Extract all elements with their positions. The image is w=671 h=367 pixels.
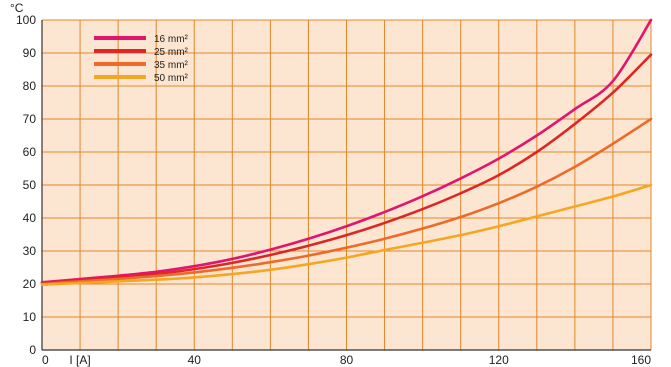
x-tick-label: 160 (631, 353, 651, 367)
series-line (40, 117, 653, 286)
y-tick-label: 20 (23, 277, 37, 291)
y-tick-label: 100 (16, 13, 36, 27)
y-tick-label: 30 (23, 244, 37, 258)
x-tick-label: 0 (42, 353, 49, 367)
series-line (40, 18, 653, 284)
series-line (40, 183, 653, 286)
y-tick-label: 10 (23, 310, 37, 324)
axes: 0 10 20 30 40 50 60 70 80 90 100 0 40 80 120 160 (16, 13, 651, 367)
x-tick-label: 80 (340, 353, 354, 367)
x-axis-label: I [A] (69, 353, 90, 367)
y-tick-label: 40 (23, 211, 37, 225)
y-tick-label: 80 (23, 79, 37, 93)
x-tick-label: 120 (489, 353, 509, 367)
y-tick-label: 0 (29, 343, 36, 357)
legend-label: 50 mm² (154, 73, 189, 84)
legend-label: 16 mm² (154, 34, 189, 45)
legend-label: 25 mm² (154, 47, 189, 58)
y-tick-label: 70 (23, 112, 37, 126)
y-tick-label: 50 (23, 178, 37, 192)
legend: 16 mm² 25 mm² 35 mm² 50 mm² (94, 34, 189, 84)
y-axis-unit-label: °C (10, 1, 24, 15)
y-tick-label: 60 (23, 145, 37, 159)
x-tick-label: 40 (188, 353, 202, 367)
series-line (40, 53, 653, 285)
y-tick-label: 90 (23, 46, 37, 60)
legend-label: 35 mm² (154, 60, 189, 71)
series-lines (40, 18, 653, 286)
